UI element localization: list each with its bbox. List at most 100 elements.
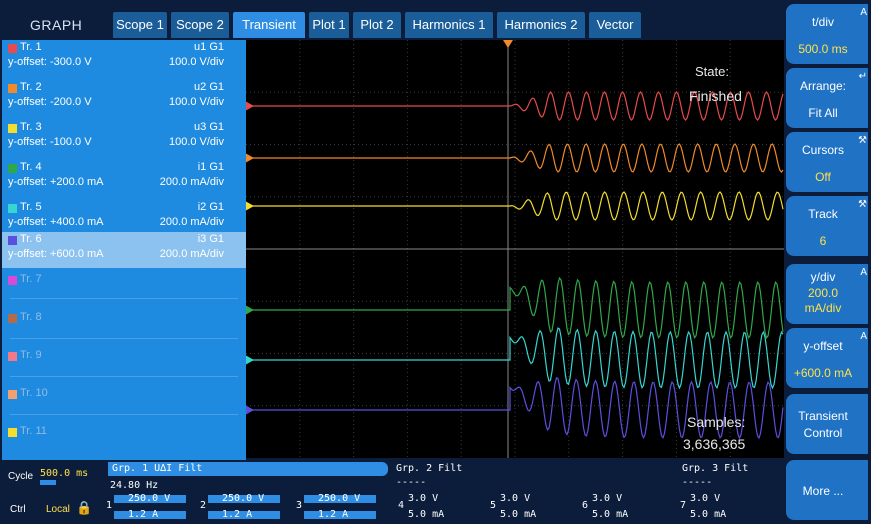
- channel-5-current-range[interactable]: 5.0 mA: [500, 509, 537, 520]
- tab-scope-2[interactable]: Scope 2: [171, 12, 229, 38]
- divider: [10, 338, 238, 339]
- group-2-dashes: -----: [396, 477, 427, 488]
- channel-7-number: 7: [680, 500, 687, 511]
- softkey-value: 6: [819, 234, 827, 248]
- softkey-track[interactable]: ⚒ Track 6: [786, 196, 868, 256]
- tab-vector[interactable]: Vector: [589, 12, 641, 38]
- knob-a-icon: A: [860, 7, 867, 18]
- group-2-label[interactable]: Grp. 2 Filt: [396, 463, 463, 474]
- softkey-label: Transient Control: [798, 409, 848, 440]
- trace-signal: i1 G1: [197, 161, 224, 173]
- state-label: State:: [695, 64, 729, 79]
- channel-3-voltage-bar: [304, 495, 376, 503]
- softkey-label: y-offset: [803, 339, 843, 353]
- group-1-label[interactable]: Grp. 1 U∆I Filt: [112, 463, 203, 474]
- channel-6-voltage-range[interactable]: 3.0 V: [592, 493, 623, 504]
- trace-y-offset: y-offset: -200.0 V: [8, 96, 92, 108]
- softkey-label: y/div: [810, 270, 836, 284]
- trace-name: Tr. 4: [20, 161, 42, 173]
- waveform-trace-1: [246, 90, 784, 121]
- softkey-transient-control[interactable]: Transient Control: [786, 394, 868, 454]
- trace-name: Tr. 9: [20, 349, 42, 361]
- ctrl-label: Ctrl: [10, 504, 26, 515]
- trace-y-offset: y-offset: -300.0 V: [8, 56, 92, 68]
- softkey-panel: A t/div 500.0 ms ↵ Arrange: Fit All ⚒ Cu…: [784, 0, 871, 524]
- channel-4-voltage-range[interactable]: 3.0 V: [408, 493, 439, 504]
- trace-row-10[interactable]: Tr. 10: [2, 386, 246, 426]
- group-3-dashes: -----: [682, 477, 713, 488]
- softkey-y-div[interactable]: A y/div 200.0 mA/div: [786, 264, 868, 324]
- tab-harmonics-1[interactable]: Harmonics 1: [405, 12, 493, 38]
- trace-row-5[interactable]: Tr. 5 i2 G1 y-offset: +400.0 mA 200.0 mA…: [2, 200, 246, 240]
- channel-2-voltage-range[interactable]: 250.0 V: [222, 493, 265, 504]
- channel-4-current-range[interactable]: 5.0 mA: [408, 509, 445, 520]
- trace-offset-marker-5: [246, 355, 254, 365]
- trace-row-4[interactable]: Tr. 4 i1 G1 y-offset: +200.0 mA 200.0 mA…: [2, 160, 246, 200]
- trace-color-swatch: [8, 428, 17, 437]
- tab-scope-1[interactable]: Scope 1: [113, 12, 167, 38]
- tab-plot-1[interactable]: Plot 1: [309, 12, 349, 38]
- trace-row-8[interactable]: Tr. 8: [2, 310, 246, 350]
- trace-signal: u3 G1: [194, 121, 224, 133]
- channel-7-current-range[interactable]: 5.0 mA: [690, 509, 727, 520]
- channel-7-voltage-range[interactable]: 3.0 V: [690, 493, 721, 504]
- softkey-y-offset[interactable]: A y-offset +600.0 mA: [786, 328, 868, 388]
- softkey-value: 500.0 ms: [798, 42, 848, 56]
- trace-offset-marker-6: [246, 405, 254, 415]
- trace-row-7[interactable]: Tr. 7: [2, 272, 246, 312]
- softkey-cursors[interactable]: ⚒ Cursors Off: [786, 132, 868, 192]
- channel-1-current-range[interactable]: 1.2 A: [128, 509, 159, 520]
- transient-plot-area[interactable]: State: Finished Samples: 3,636,365: [246, 40, 784, 458]
- trace-name: Tr. 10: [20, 387, 48, 399]
- tools-icon: ⚒: [858, 135, 867, 146]
- group-3-label[interactable]: Grp. 3 Filt: [682, 463, 749, 474]
- tab-transient[interactable]: Transient: [233, 12, 305, 38]
- softkey-more[interactable]: More ...: [786, 460, 868, 520]
- trace-signal: i3 G1: [197, 233, 224, 245]
- trace-row-1[interactable]: Tr. 1 u1 G1 y-offset: -300.0 V 100.0 V/d…: [2, 40, 246, 80]
- tab-plot-2[interactable]: Plot 2: [353, 12, 401, 38]
- tools-icon: ⚒: [858, 199, 867, 210]
- tab-harmonics-2[interactable]: Harmonics 2: [497, 12, 585, 38]
- trace-name: Tr. 5: [20, 201, 42, 213]
- knob-a-icon: A: [860, 267, 867, 278]
- waveform-trace-5: [246, 327, 784, 390]
- trace-color-swatch: [8, 84, 17, 93]
- trace-color-swatch: [8, 124, 17, 133]
- channel-2-number: 2: [200, 500, 207, 511]
- trace-list-panel: Tr. 1 u1 G1 y-offset: -300.0 V 100.0 V/d…: [2, 40, 246, 460]
- group-1-header-bar: [108, 462, 388, 476]
- channel-5-voltage-range[interactable]: 3.0 V: [500, 493, 531, 504]
- channel-6-current-range[interactable]: 5.0 mA: [592, 509, 629, 520]
- samples-label: Samples:: [687, 414, 746, 430]
- graph-menu-label[interactable]: GRAPH: [30, 17, 83, 33]
- trace-name: Tr. 2: [20, 81, 42, 93]
- waveform-trace-6: [246, 376, 784, 440]
- enter-icon: ↵: [858, 71, 867, 82]
- trace-color-swatch: [8, 390, 17, 399]
- trace-row-9[interactable]: Tr. 9: [2, 348, 246, 388]
- trace-row-2[interactable]: Tr. 2 u2 G1 y-offset: -200.0 V 100.0 V/d…: [2, 80, 246, 120]
- softkey-arrange[interactable]: ↵ Arrange: Fit All: [786, 68, 868, 128]
- state-value: Finished: [689, 88, 742, 104]
- cycle-progress-bar: [40, 480, 56, 485]
- group-1-frequency: 24.80 Hz: [110, 480, 159, 491]
- channel-1-voltage-range[interactable]: 250.0 V: [128, 493, 171, 504]
- trace-row-3[interactable]: Tr. 3 u3 G1 y-offset: -100.0 V 100.0 V/d…: [2, 120, 246, 160]
- channel-3-number: 3: [296, 500, 303, 511]
- trace-name: Tr. 11: [20, 425, 47, 437]
- channel-3-current-range[interactable]: 1.2 A: [318, 509, 349, 520]
- local-label: Local: [46, 504, 70, 515]
- trace-signal: u1 G1: [194, 41, 224, 53]
- channel-2-current-bar: [208, 511, 280, 519]
- trace-row-6-selected[interactable]: Tr. 6 i3 G1 y-offset: +600.0 mA 200.0 mA…: [2, 232, 246, 268]
- cycle-value[interactable]: 500.0 ms: [40, 468, 89, 479]
- softkey-t-div[interactable]: A t/div 500.0 ms: [786, 4, 868, 64]
- channel-2-current-range[interactable]: 1.2 A: [222, 509, 253, 520]
- trace-row-11[interactable]: Tr. 11: [2, 424, 246, 464]
- trace-color-swatch: [8, 164, 17, 173]
- channel-3-voltage-range[interactable]: 250.0 V: [318, 493, 361, 504]
- trace-offset-marker-1: [246, 101, 254, 111]
- trace-color-swatch: [8, 44, 17, 53]
